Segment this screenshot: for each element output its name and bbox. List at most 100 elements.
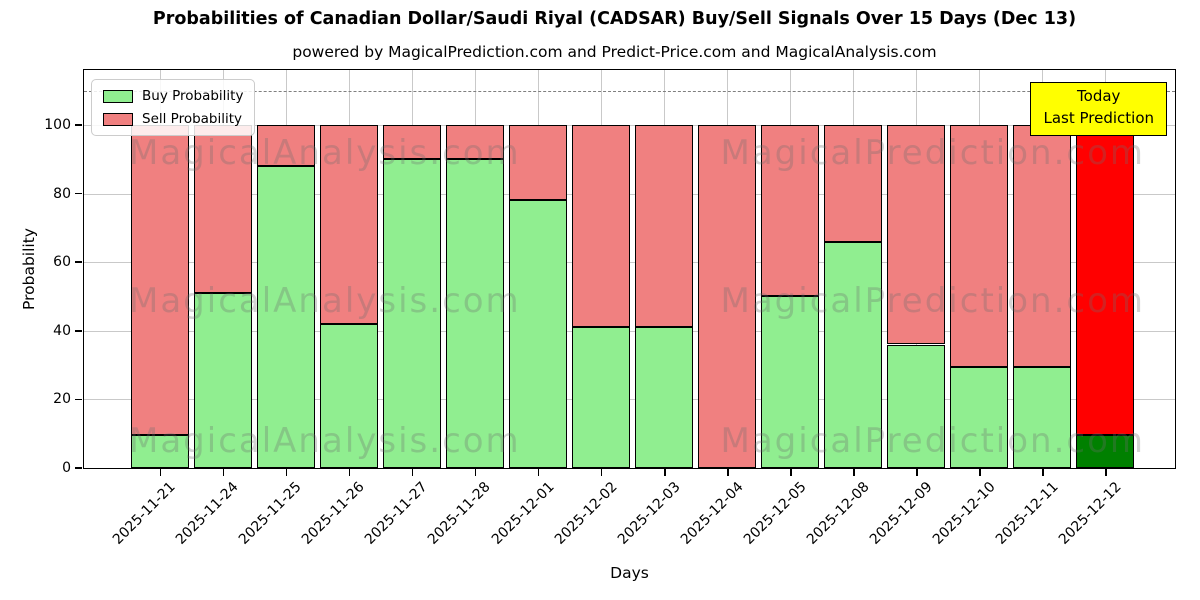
x-tick-label: 2025-12-02 <box>551 479 621 548</box>
sell-segment <box>1013 124 1072 367</box>
sell-segment <box>382 124 441 160</box>
buy-segment <box>445 159 504 468</box>
stacked-bar <box>256 124 315 468</box>
y-tick-mark <box>75 124 82 126</box>
buy-probability-swatch <box>103 89 133 103</box>
bar-slot: 2025-11-24 <box>173 70 254 548</box>
buy-segment <box>508 200 567 468</box>
x-tick-mark <box>159 469 162 476</box>
stacked-bar <box>193 124 252 468</box>
sell-segment <box>256 124 315 167</box>
bar-slot: 2025-11-28 <box>425 70 506 548</box>
bar-slot: 2025-12-03 <box>614 70 696 548</box>
stacked-bar <box>887 124 946 468</box>
chart-title: Probabilities of Canadian Dollar/Saudi R… <box>152 9 1077 29</box>
bar-slot: 2025-11-25 <box>236 70 317 548</box>
today-annotation-box: Today Last Prediction <box>1030 82 1167 136</box>
x-tick-label: 2025-12-03 <box>614 479 684 548</box>
buy-segment <box>193 293 252 468</box>
stacked-bar <box>761 124 820 468</box>
buy-segment <box>319 323 378 468</box>
sell-segment <box>445 124 504 160</box>
buy-segment <box>950 366 1009 468</box>
x-tick-mark <box>916 469 918 476</box>
x-tick-mark <box>600 469 603 476</box>
bar-slot: 2025-12-04 <box>678 70 759 548</box>
sell-segment <box>571 124 630 328</box>
x-tick-mark <box>348 469 351 476</box>
x-tick-label: 2025-11-26 <box>299 479 369 548</box>
buy-segment <box>635 327 694 468</box>
y-tick-label: 20 <box>53 391 71 408</box>
x-tick-mark <box>222 469 225 476</box>
x-tick-mark <box>664 469 666 476</box>
y-tick-label: 40 <box>53 322 71 339</box>
x-tick-mark <box>474 469 477 476</box>
sell-segment <box>887 124 946 345</box>
y-tick-mark <box>75 330 82 332</box>
x-tick-label: 2025-12-04 <box>677 479 747 548</box>
sell-segment <box>950 124 1009 367</box>
x-tick-label: 2025-11-24 <box>173 479 242 548</box>
buy-segment <box>761 296 820 468</box>
bar-slot: 2025-12-08 <box>804 70 885 548</box>
y-tick-label: 60 <box>53 254 71 271</box>
x-tick-mark <box>411 469 414 476</box>
y-tick-label: 80 <box>53 185 71 202</box>
stacked-bar <box>950 124 1009 468</box>
x-tick-label: 2025-12-12 <box>1055 479 1125 548</box>
stacked-bar <box>382 124 441 468</box>
sell-segment <box>824 124 883 242</box>
buy-segment <box>382 159 441 468</box>
buy-segment <box>1013 366 1072 468</box>
sell-segment <box>698 124 757 468</box>
threshold-dashed-line <box>84 90 1175 92</box>
buy-segment <box>824 241 883 468</box>
x-tick-mark <box>853 469 855 476</box>
stacked-bar <box>571 124 630 468</box>
sell-segment <box>635 124 694 328</box>
annotation-line-1: Today <box>1077 87 1121 105</box>
x-tick-label: 2025-12-11 <box>992 479 1062 548</box>
x-tick-label: 2025-11-28 <box>425 479 495 548</box>
legend: Buy Probability Sell Probability <box>91 79 256 136</box>
x-tick-mark <box>727 469 729 476</box>
y-tick-mark <box>75 261 82 263</box>
buy-segment <box>571 327 630 468</box>
y-axis-label: Probability <box>20 228 38 310</box>
stacked-bar <box>508 124 567 468</box>
chart-subtitle: powered by MagicalPrediction.com and Pre… <box>292 43 937 61</box>
legend-item-buy: Buy Probability <box>103 88 243 104</box>
x-tick-label: 2025-11-27 <box>362 479 432 548</box>
x-tick-label: 2025-12-10 <box>929 479 999 548</box>
plot-area: 0 20 40 60 80 100 2025-11-21 2025-11-24 2025-11… <box>44 69 1176 548</box>
y-tick-mark <box>75 192 82 195</box>
bar-slot: 2025-12-02 <box>551 70 632 548</box>
y-tick-mark <box>75 398 82 401</box>
bar-slot: 2025-12-01 <box>488 70 569 548</box>
bar-slot: 2025-11-27 <box>362 70 443 548</box>
buy-segment <box>1076 435 1135 468</box>
annotation-line-2: Last Prediction <box>1043 108 1154 127</box>
x-tick-label: 2025-12-08 <box>803 479 873 548</box>
x-axis-label: Days <box>610 564 649 582</box>
bar-slot: 2025-12-09 <box>867 70 948 548</box>
x-tick-mark <box>537 469 540 476</box>
bar-slot: 2025-12-12 <box>1056 70 1137 548</box>
sell-segment <box>508 124 567 201</box>
stacked-bar <box>824 124 883 468</box>
x-tick-label: 2025-11-25 <box>236 479 305 548</box>
x-tick-mark <box>979 469 981 476</box>
x-tick-label: 2025-12-05 <box>740 479 810 548</box>
x-tick-mark <box>1042 469 1044 476</box>
bar-slot: 2025-12-11 <box>993 70 1074 548</box>
sell-segment <box>193 124 252 294</box>
legend-buy-label: Buy Probability <box>142 88 244 104</box>
sell-segment <box>319 124 378 324</box>
x-tick-mark <box>790 469 792 476</box>
buy-segment <box>887 344 946 468</box>
bar-slot: 2025-11-26 <box>299 70 380 548</box>
stacked-bar <box>445 124 504 468</box>
bar-slot: 2025-12-10 <box>930 70 1011 548</box>
